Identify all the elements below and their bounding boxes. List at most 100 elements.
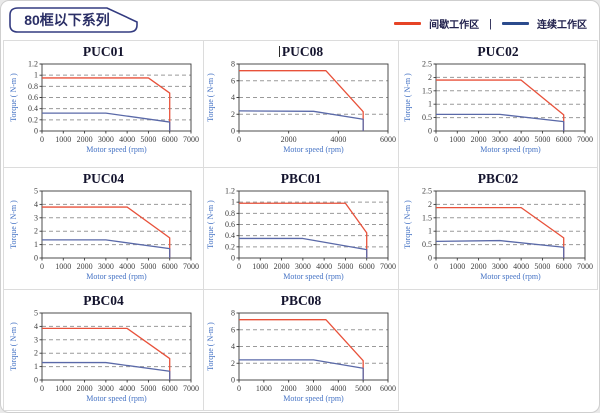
- continuous-zone-line: [435, 239, 565, 258]
- charts-grid: PUC01 0 0.2 0.4 0.6 0.8 1 1.2 0 1000 2000 3000 4000 5…: [3, 40, 599, 411]
- x-tick-label: 4000: [119, 135, 135, 144]
- x-axis-label: Motor speed (rpm): [480, 145, 541, 154]
- text-cursor: [278, 46, 280, 57]
- x-tick-label: 4000: [119, 262, 135, 271]
- x-tick-label: 6000: [556, 262, 572, 271]
- intermittent-zone-line: [41, 327, 170, 380]
- y-tick-label: 2: [34, 227, 38, 236]
- continuous-zone-line: [41, 239, 170, 258]
- x-tick-label: 0: [237, 384, 241, 393]
- y-tick-label: 4: [34, 200, 38, 209]
- x-tick-label: 5000: [534, 262, 550, 271]
- continuous-zone-line: [436, 113, 565, 131]
- y-tick-label: 0: [34, 376, 38, 385]
- x-axis-label: Motor speed (rpm): [283, 394, 344, 403]
- x-tick-label: 2000: [76, 384, 92, 393]
- chart-cell-PBC08: PBC08 0 2 4 6 8 0 1000 2000 3000 4000 5000 6000 Motor…: [203, 289, 399, 411]
- y-tick-label: 0.2: [28, 115, 38, 124]
- x-tick-label: 3000: [97, 384, 113, 393]
- intermittent-zone-line: [239, 70, 364, 131]
- x-tick-label: 2000: [471, 135, 487, 144]
- y-tick-label: 2: [231, 359, 235, 368]
- continuous-zone-line: [41, 112, 170, 131]
- x-tick-label: 6000: [359, 262, 375, 271]
- continuous-zone-line: [239, 359, 364, 380]
- y-tick-label: 1: [428, 227, 432, 236]
- x-tick-label: 5000: [337, 262, 353, 271]
- y-tick-label: 0.8: [225, 209, 235, 218]
- continuous-zone-line: [41, 361, 170, 380]
- y-tick-label: 0: [231, 127, 235, 136]
- chart-title-PUC02: PUC02: [477, 44, 519, 59]
- chart-plot-PBC04: 0 1 2 3 4 5 0 1000 2000 3000 4000 5000 6000 7000 Motor…: [9, 310, 199, 403]
- x-tick-label: 3000: [97, 135, 113, 144]
- chart-title-PBC01: PBC01: [280, 171, 322, 186]
- x-tick-label: 0: [40, 384, 44, 393]
- chart-plot-PBC02: 0 0.5 1 1.5 2 2.5 0 1000 2000 3000 4000 5000 6000 700…: [403, 188, 593, 281]
- legend-continuous-swatch: [502, 22, 529, 25]
- y-tick-label: 0: [34, 127, 38, 136]
- continuous-zone-line: [238, 110, 364, 131]
- y-tick-label: 1: [428, 100, 432, 109]
- y-tick-label: 1: [34, 362, 38, 371]
- x-tick-label: 1000: [252, 262, 268, 271]
- plot-border: [435, 63, 586, 132]
- y-tick-label: 2.5: [422, 61, 432, 69]
- x-tick-label: 3000: [306, 384, 322, 393]
- legend-intermittent-label: 间歇工作区: [429, 20, 480, 31]
- chart-plot-PBC08: 0 2 4 6 8 0 1000 2000 3000 4000 5000 6000 Motor spee…: [206, 310, 396, 403]
- y-tick-label: 0.5: [422, 113, 432, 122]
- x-tick-label: 0: [237, 262, 241, 271]
- y-tick-label: 0.4: [225, 231, 235, 240]
- y-axis-label: Torque ( N-m ): [403, 200, 412, 249]
- chart-title-PBC04: PBC04: [83, 293, 124, 308]
- x-tick-label: 1000: [55, 262, 71, 271]
- intermittent-zone-line: [436, 79, 565, 131]
- x-tick-label: 4000: [513, 135, 529, 144]
- x-tick-label: 4000: [119, 384, 135, 393]
- y-tick-label: 0: [428, 127, 432, 136]
- chart-title-PBC02: PBC02: [477, 171, 519, 186]
- x-tick-label: 0: [237, 135, 241, 144]
- plot-border: [41, 312, 191, 381]
- x-tick-label: 7000: [183, 384, 199, 393]
- y-tick-label: 2: [231, 110, 235, 119]
- chart-cell-PUC02: PUC02 0 0.5 1 1.5 2 2.5 0 1000 2000 3000 4000 5000 60…: [398, 40, 598, 168]
- y-tick-label: 4: [231, 342, 235, 351]
- x-axis-label: Motor speed (rpm): [86, 272, 147, 281]
- y-tick-label: 2: [34, 349, 38, 358]
- y-axis-label: Torque ( N-m ): [206, 200, 215, 249]
- y-tick-label: 0: [231, 254, 235, 263]
- y-axis-label: Torque ( N-m ): [9, 73, 18, 122]
- y-tick-label: 0.4: [28, 104, 38, 113]
- y-tick-label: 0.6: [225, 220, 235, 229]
- x-tick-label: 1000: [55, 384, 71, 393]
- x-tick-label: 6000: [380, 384, 396, 393]
- x-tick-label: 7000: [380, 262, 396, 271]
- y-tick-label: 6: [231, 76, 235, 85]
- x-tick-label: 4000: [316, 262, 332, 271]
- y-tick-label: 0: [428, 254, 432, 263]
- x-axis-label: Motor speed (rpm): [86, 145, 147, 154]
- x-tick-label: 2000: [281, 384, 297, 393]
- y-tick-label: 1.2: [225, 188, 235, 196]
- x-tick-label: 1000: [256, 384, 272, 393]
- y-axis-label: Torque ( N-m ): [206, 322, 215, 371]
- x-tick-label: 3000: [492, 262, 508, 271]
- x-tick-label: 7000: [183, 262, 199, 271]
- chart-plot-PUC02: 0 0.5 1 1.5 2 2.5 0 1000 2000 3000 4000 5000 6000 700…: [403, 61, 593, 154]
- chart-cell-PUC08: PUC08 0 2 4 6 8 0 2000 4000 6000 Motor speed (rpm)…: [203, 40, 399, 168]
- x-tick-label: 2000: [76, 135, 92, 144]
- x-tick-label: 7000: [577, 262, 593, 271]
- y-tick-label: 6: [231, 325, 235, 334]
- y-tick-label: 1.2: [28, 61, 38, 69]
- x-axis-label: Motor speed (rpm): [283, 272, 344, 281]
- x-tick-label: 6000: [556, 135, 572, 144]
- y-tick-label: 0.2: [225, 242, 235, 251]
- intermittent-zone-line: [436, 206, 565, 258]
- x-axis-label: Motor speed (rpm): [480, 272, 541, 281]
- intermittent-zone-line: [41, 206, 170, 258]
- x-axis-label: Motor speed (rpm): [283, 145, 344, 154]
- y-tick-label: 4: [34, 322, 38, 331]
- chart-cell-PUC04: PUC04 0 1 2 3 4 5 0 1000 2000 3000 4000 5000 6000 7000…: [3, 167, 204, 290]
